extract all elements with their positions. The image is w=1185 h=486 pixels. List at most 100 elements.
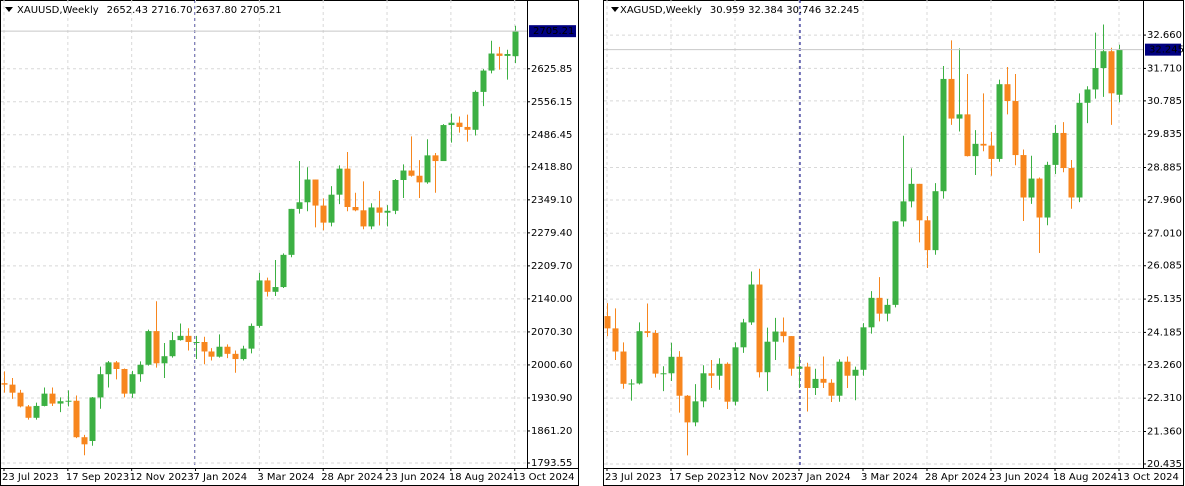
y-tick-label: 26.085 — [1147, 261, 1182, 272]
candle-body — [836, 361, 843, 396]
candle-body — [17, 392, 24, 407]
x-tick-label: 13 Oct 2024 — [1117, 472, 1179, 483]
candle-body — [924, 220, 931, 251]
candle-body — [972, 143, 979, 157]
candle-body — [248, 325, 255, 349]
candle-body — [1044, 164, 1051, 218]
candle-body — [488, 53, 495, 71]
candle-body — [900, 201, 907, 222]
candle-body — [240, 348, 247, 360]
candle-body — [940, 78, 947, 192]
x-tick-label: 18 Aug 2024 — [449, 472, 513, 483]
candle-body — [129, 374, 136, 394]
candle-body — [185, 335, 192, 342]
x-tick-label: 28 Apr 2024 — [925, 472, 987, 483]
candle-body — [272, 287, 279, 292]
candle-body — [1108, 51, 1115, 94]
candle-body — [153, 331, 160, 364]
candle-body — [376, 207, 383, 213]
candle-body — [177, 335, 184, 341]
candle-body — [145, 331, 152, 365]
candle-body — [312, 179, 319, 206]
candle-body — [1084, 89, 1091, 103]
symbol-title: XAUUSD,Weekly — [17, 5, 99, 16]
y-tick-label: 23.260 — [1147, 360, 1182, 371]
candle-body — [89, 397, 96, 441]
candle-body — [700, 373, 707, 402]
candle-body — [440, 125, 447, 162]
candle-body — [604, 316, 611, 329]
candle-body — [57, 401, 64, 404]
candle-body — [105, 362, 112, 375]
x-tick-label: 23 Jun 2024 — [385, 472, 445, 483]
candle-body — [1028, 178, 1035, 198]
menu-arrow[interactable] — [611, 7, 619, 12]
y-tick-label: 20.435 — [1147, 459, 1182, 470]
y-tick-label: 21.360 — [1147, 427, 1182, 438]
candle-body — [876, 297, 883, 314]
candle-body — [932, 191, 939, 251]
candle-body — [916, 183, 923, 221]
x-tick-label: 3 Mar 2024 — [257, 472, 314, 483]
menu-arrow[interactable] — [5, 7, 13, 12]
candle-body — [232, 353, 239, 360]
candle-body — [628, 383, 635, 385]
y-tick-label: 2486.45 — [531, 130, 572, 141]
candle-body — [636, 331, 643, 384]
candle-body — [360, 210, 367, 227]
candle-body — [652, 332, 659, 374]
y-tick-label: 2209.70 — [531, 261, 572, 272]
y-tick-label: 2625.85 — [531, 64, 572, 75]
candle-body — [1036, 178, 1043, 218]
candle-body — [392, 180, 399, 211]
y-tick-label: 1930.90 — [531, 393, 572, 404]
candle-body — [384, 210, 391, 213]
candle-body — [980, 143, 987, 146]
candle-body — [97, 374, 104, 398]
candle-body — [504, 54, 511, 56]
y-tick-label: 2140.00 — [531, 294, 572, 305]
ohlc-values: 30.959 32.384 30.746 32.245 — [710, 5, 860, 16]
candle-body — [224, 346, 231, 354]
x-tick-label: 12 Nov 2023 — [733, 472, 797, 483]
candle-body — [684, 395, 691, 423]
candle-body — [81, 437, 88, 445]
candle-body — [496, 53, 503, 56]
candle-body — [1076, 102, 1083, 198]
price-tag-label: 2705.21 — [533, 26, 574, 37]
y-tick-label: 28.885 — [1147, 163, 1182, 174]
x-tick-label: 23 Jul 2023 — [605, 472, 662, 483]
price-tag-label: 32.245 — [1149, 45, 1184, 56]
candle-body — [9, 384, 16, 393]
candle-body — [288, 208, 295, 255]
candle-body — [320, 205, 327, 223]
y-tick-label: 30.785 — [1147, 96, 1182, 107]
candle-body — [676, 356, 683, 396]
candle-body — [612, 328, 619, 352]
symbol-title: XAGUSD,Weekly — [620, 5, 702, 16]
candle-body — [1116, 49, 1123, 95]
y-tick-label: 2349.10 — [531, 195, 572, 206]
candle-body — [456, 122, 463, 127]
y-tick-label: 31.710 — [1147, 63, 1182, 74]
candle-body — [788, 336, 795, 369]
candle-body — [113, 362, 120, 369]
candle-body — [480, 70, 487, 92]
candle-body — [852, 369, 859, 376]
x-tick-label: 23 Jun 2024 — [989, 472, 1049, 483]
candle-body — [304, 179, 311, 203]
candle-body — [812, 378, 819, 389]
candle-body — [432, 155, 439, 162]
candle-body — [264, 280, 271, 292]
candle-body — [121, 369, 128, 394]
candle-body — [41, 393, 48, 406]
y-tick-label: 32.660 — [1147, 30, 1182, 41]
candle-body — [137, 364, 144, 375]
candle-body — [772, 331, 779, 342]
y-tick-label: 2418.80 — [531, 162, 572, 173]
y-tick-label: 27.010 — [1147, 228, 1182, 239]
candle-body — [892, 221, 899, 305]
y-tick-label: 2279.40 — [531, 228, 572, 239]
candle-body — [448, 122, 455, 126]
